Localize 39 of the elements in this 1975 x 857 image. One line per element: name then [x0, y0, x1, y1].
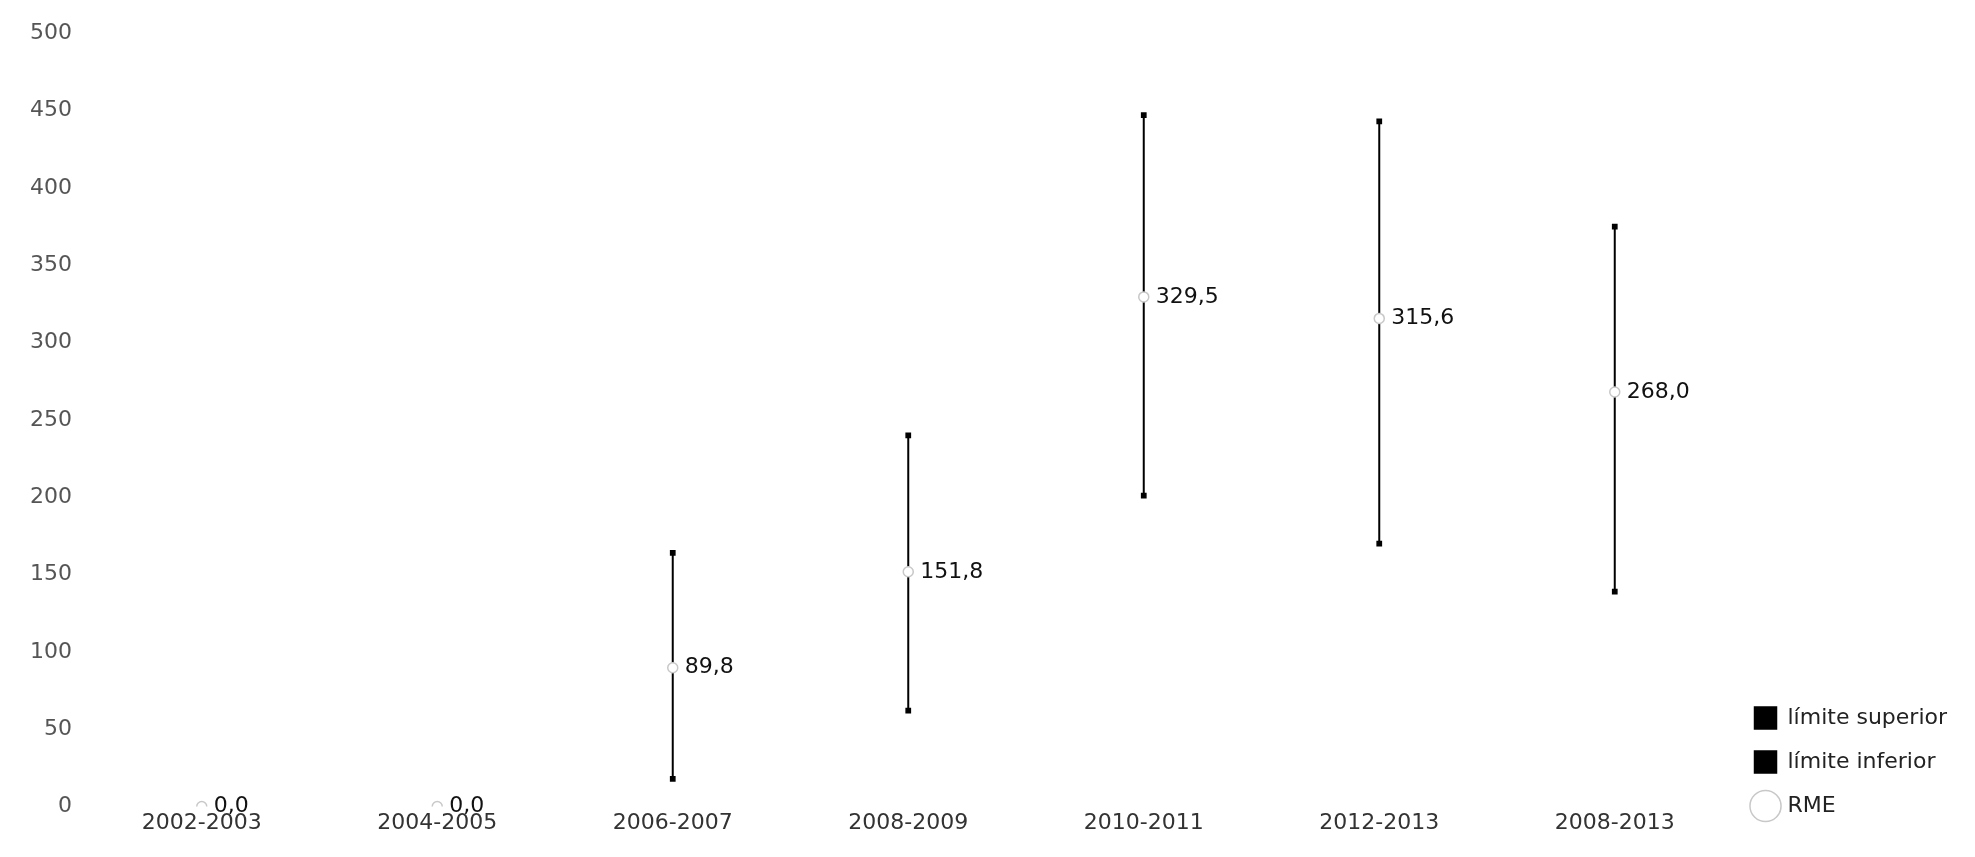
x-tick-label: 2008-2009: [848, 808, 969, 834]
y-tick-label: 500: [29, 18, 72, 44]
point: [905, 432, 912, 439]
y-tick-label: 100: [29, 637, 72, 663]
x-tick-label: 2010-2011: [1083, 808, 1204, 834]
y-tick-label: 150: [29, 560, 72, 586]
point: [1611, 588, 1618, 595]
x-tick-label: 2008-2013: [1554, 808, 1675, 834]
y-tick-label: 250: [29, 405, 72, 431]
y-tick-label: 0: [57, 792, 72, 818]
x-tick-label: 2012-2013: [1319, 808, 1440, 834]
data-label: 329,5: [1155, 282, 1219, 308]
point: [1138, 291, 1150, 303]
point: [1376, 540, 1383, 547]
y-tick-label: 450: [29, 96, 72, 122]
legend-label: RME: [1787, 791, 1836, 817]
x-tick-label: 2006-2007: [612, 808, 733, 834]
legend-label: límite superior: [1787, 703, 1948, 729]
point: [1140, 492, 1147, 499]
y-tick-label: 300: [29, 328, 72, 354]
legend-label: límite inferior: [1787, 747, 1937, 773]
point: [667, 661, 679, 674]
data-label: 268,0: [1626, 377, 1690, 403]
data-label: 151,8: [920, 557, 984, 583]
point: [905, 707, 912, 714]
point: [1140, 112, 1147, 119]
y-tick-label: 50: [43, 714, 72, 740]
data-label: 315,6: [1391, 304, 1455, 330]
point: [1609, 386, 1621, 398]
point: [1376, 118, 1383, 125]
y-tick-label: 350: [29, 250, 72, 276]
point: [1373, 312, 1386, 325]
y-tick-label: 200: [29, 482, 72, 508]
y-tick-label: 400: [29, 173, 72, 199]
point: [1611, 223, 1618, 230]
point: [669, 775, 676, 782]
data-label: 89,8: [684, 653, 734, 679]
point: [669, 550, 676, 556]
point: [902, 566, 914, 578]
